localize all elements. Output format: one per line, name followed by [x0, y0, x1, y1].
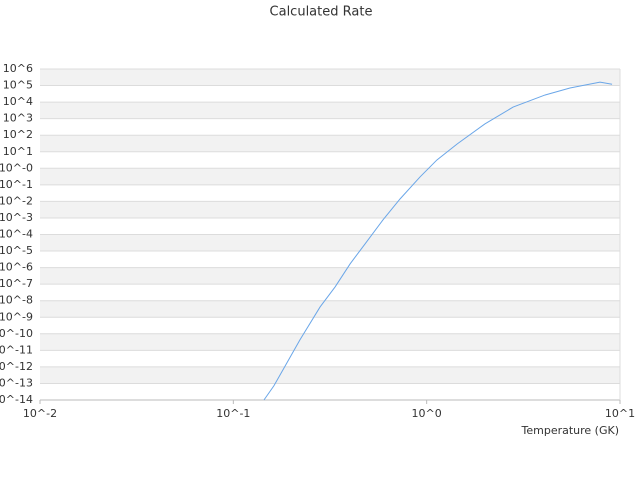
- band: [40, 267, 620, 285]
- y-tick-label: 10^5: [3, 79, 33, 92]
- y-tick-label: 10^-9: [0, 310, 33, 323]
- y-tick-label: 10^-1: [0, 178, 33, 191]
- x-tick-label: 10^-1: [216, 407, 250, 420]
- y-tick-label: 10^-3: [0, 211, 33, 224]
- x-axis-title: Temperature (GK): [521, 424, 620, 437]
- y-tick-label: 10^3: [3, 112, 33, 125]
- y-tick-label: 10^-5: [0, 244, 33, 257]
- y-tick-label: 10^-4: [0, 228, 33, 241]
- x-tick-label: 10^1: [605, 407, 635, 420]
- y-tick-label: 10^-2: [0, 194, 33, 207]
- y-tick-label: 10^-8: [0, 294, 33, 307]
- band: [40, 69, 620, 86]
- band: [40, 234, 620, 252]
- y-tick-label: 10^1: [3, 145, 33, 158]
- band: [40, 201, 620, 218]
- y-tick-label: 10^-12: [0, 360, 33, 373]
- y-tick-label: 10^-11: [0, 343, 33, 356]
- y-tick-label: 10^6: [3, 62, 33, 75]
- band: [40, 135, 620, 152]
- x-tick-label: 10^0: [412, 407, 442, 420]
- y-tick-label: 10^2: [3, 128, 33, 141]
- y-tick-label: 10^4: [3, 95, 33, 108]
- band: [40, 168, 620, 185]
- band: [40, 333, 620, 351]
- chart-title: Calculated Rate: [270, 5, 373, 20]
- y-tick-label: 10^-7: [0, 277, 33, 290]
- y-tick-label: 10^-14: [0, 393, 33, 406]
- y-tick-label: 10^-0: [0, 161, 33, 174]
- band: [40, 300, 620, 318]
- y-tick-label: 10^-13: [0, 376, 33, 389]
- y-tick-label: 10^-6: [0, 261, 33, 274]
- band: [40, 366, 620, 384]
- line-series: [263, 81, 613, 401]
- x-tick-label: 10^-2: [23, 407, 57, 420]
- band: [40, 102, 620, 119]
- y-tick-label: 10^-10: [0, 327, 33, 340]
